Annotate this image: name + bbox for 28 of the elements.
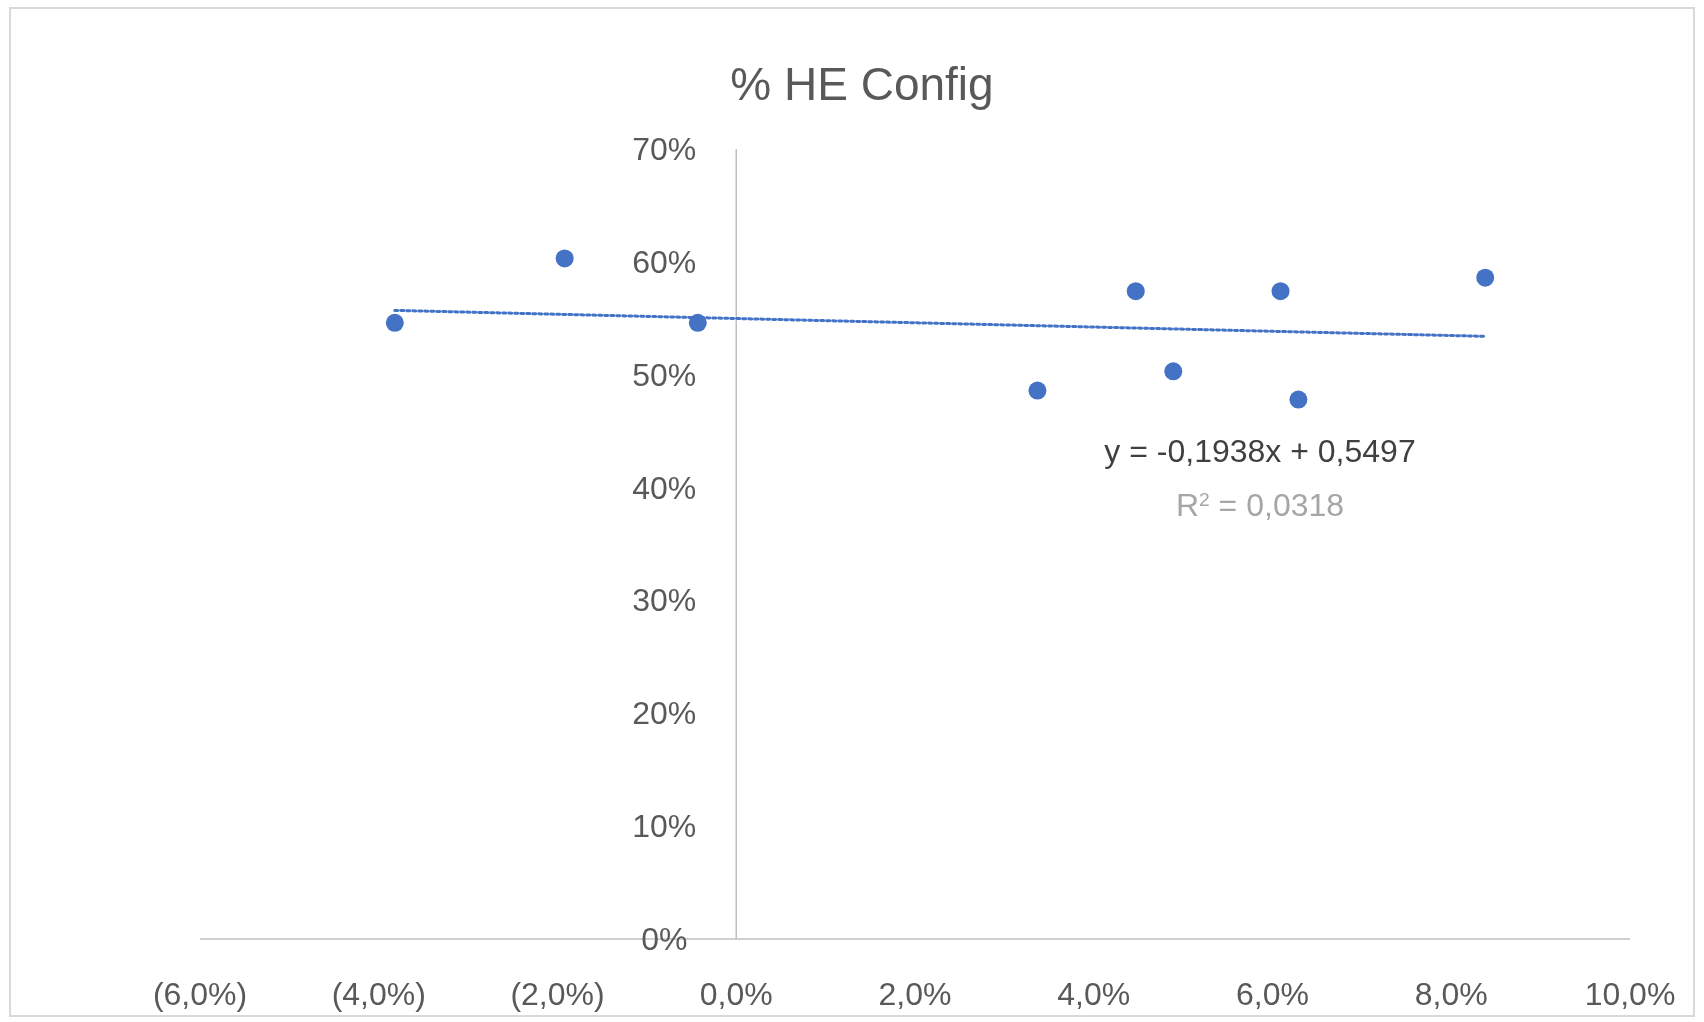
y-tick-label: 30%	[632, 582, 697, 619]
point	[1126, 282, 1145, 301]
annotation: R$^{2}$ = 0,0318	[1175, 487, 1345, 523]
point	[1164, 362, 1183, 381]
y-tick-label: 10%	[632, 808, 697, 845]
x-tick-label: 2,0%	[878, 976, 952, 1012]
point	[1289, 390, 1308, 409]
point	[555, 249, 574, 268]
x-tick-label: 6,0%	[1236, 976, 1309, 1012]
y-tick-label: 40%	[632, 469, 697, 506]
point	[1271, 282, 1290, 301]
y-tick-label: 70%	[632, 131, 697, 167]
x-tick-label: 4,0%	[1057, 976, 1131, 1012]
point	[1028, 381, 1047, 400]
x-tick-label: (4,0%)	[331, 976, 426, 1012]
x-tick-label: 8,0%	[1414, 976, 1488, 1012]
chart-title: % HE Config	[730, 58, 994, 110]
x-tick-label: 10,0%	[1584, 976, 1676, 1012]
point	[385, 313, 404, 332]
point	[1476, 268, 1495, 287]
x-tick-label: (2,0%)	[510, 976, 605, 1012]
y-tick-label: 0%	[641, 921, 688, 957]
x-tick-label: (6,0%)	[152, 976, 248, 1012]
annotation: y = -0,1938x + 0,5497	[1104, 433, 1416, 469]
y-tick-label: 60%	[632, 243, 697, 280]
y-tick-label: 50%	[632, 356, 697, 393]
y-tick-label: 20%	[632, 695, 697, 732]
x-tick-label: 0,0%	[699, 976, 773, 1012]
